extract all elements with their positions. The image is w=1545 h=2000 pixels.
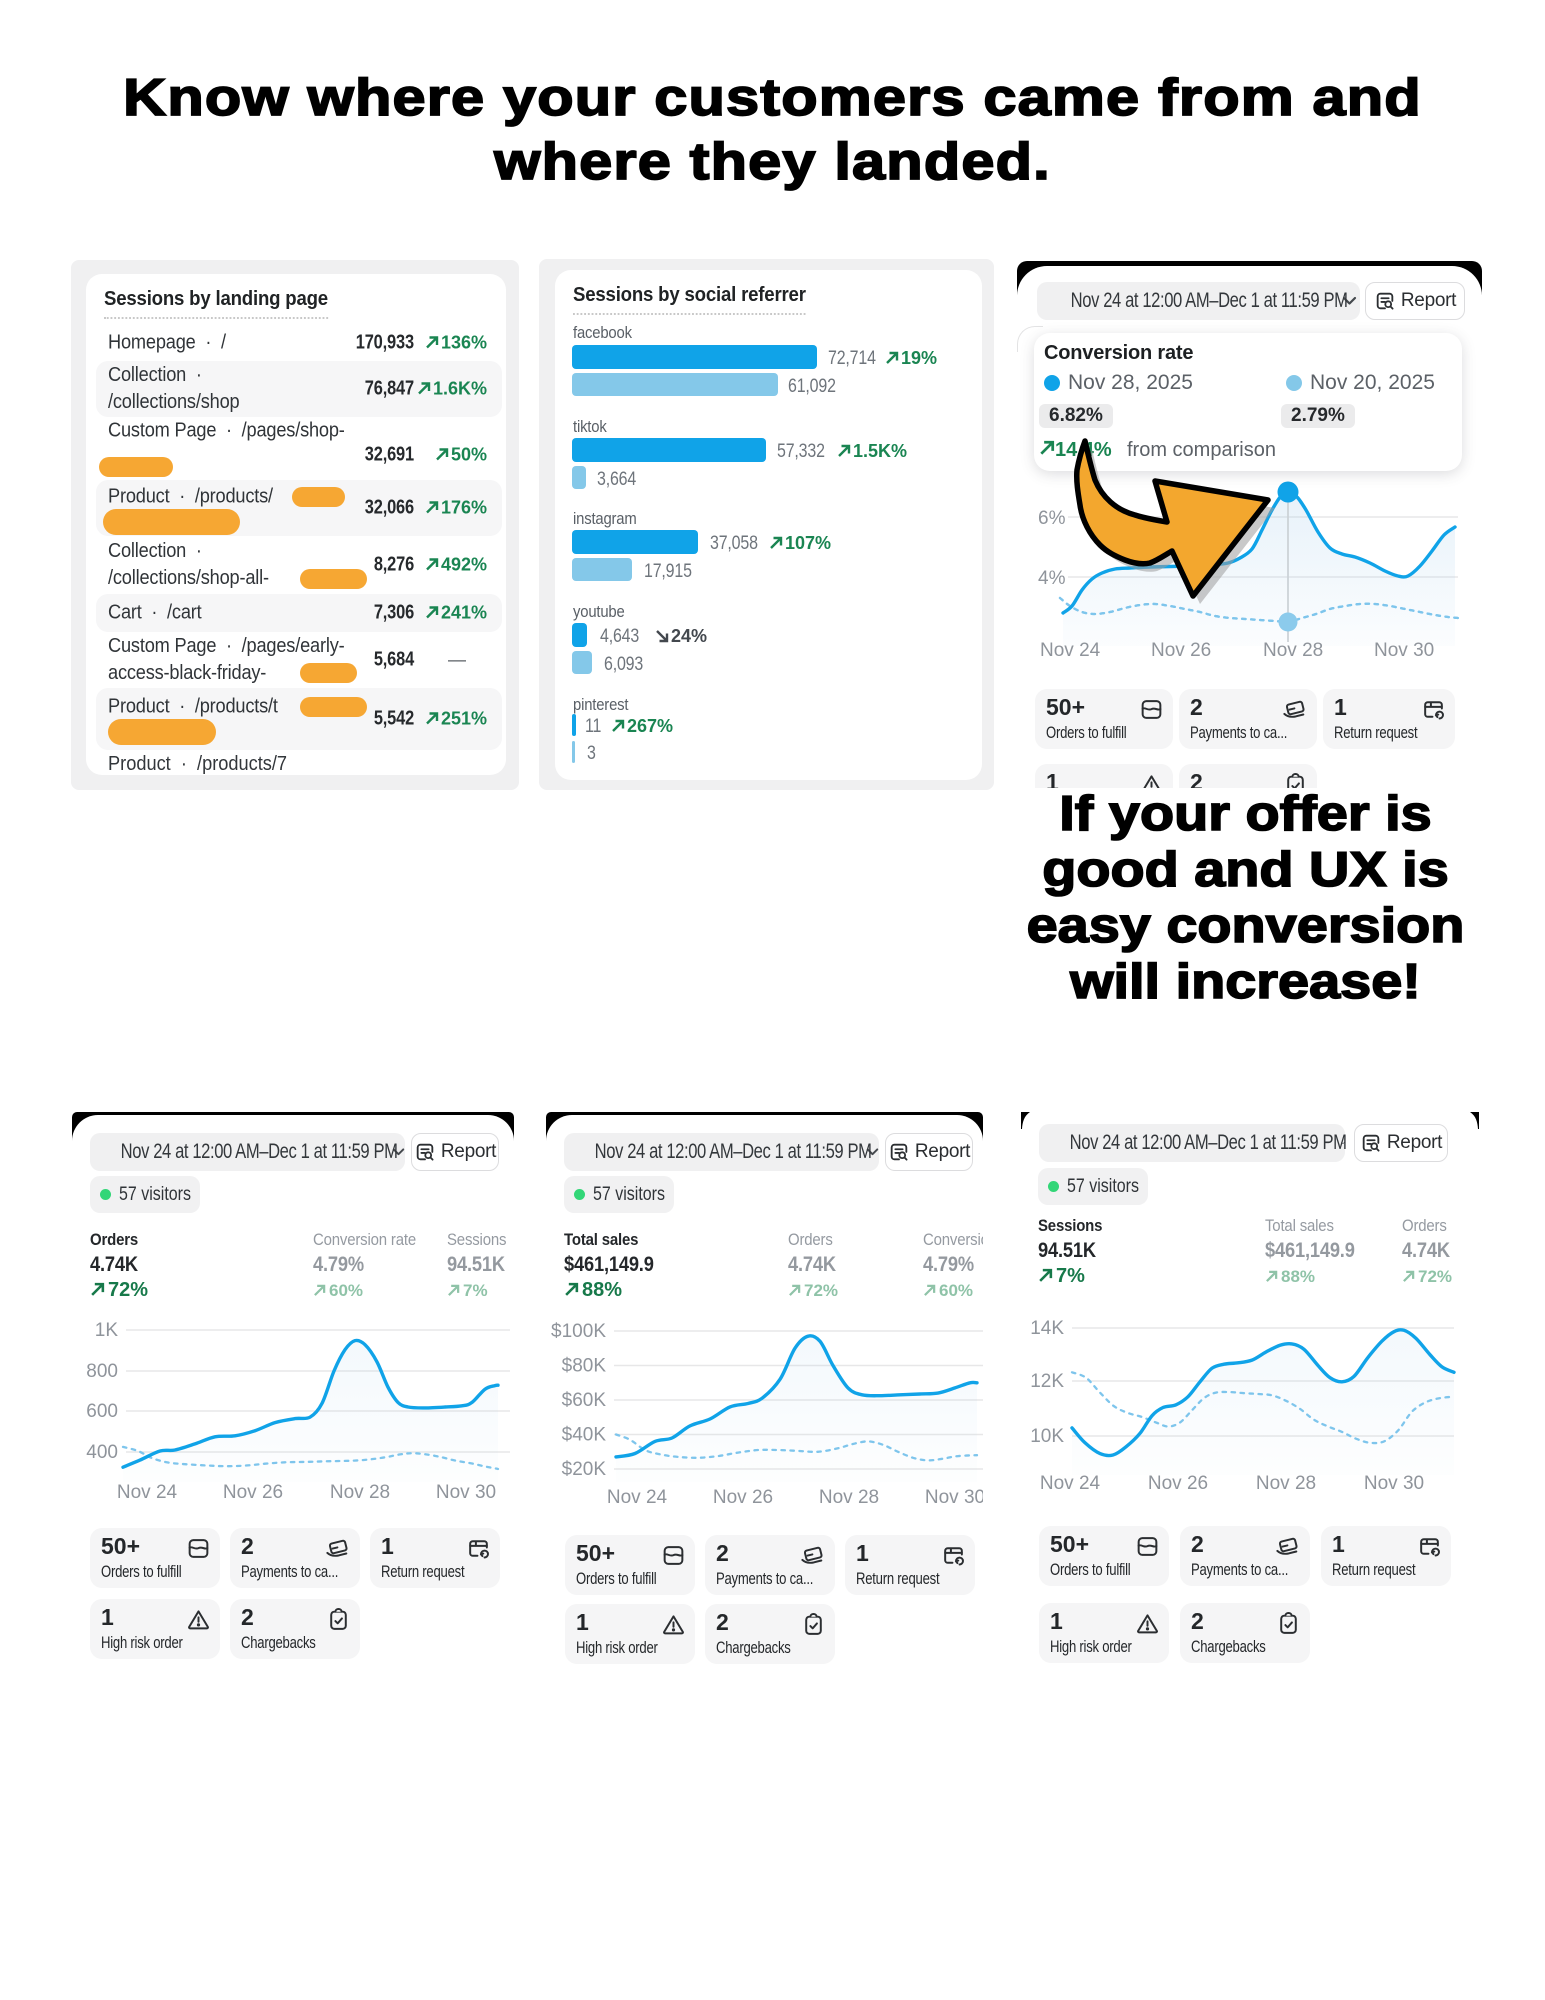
svg-text:800: 800 (86, 1361, 118, 1382)
svg-text:$60K: $60K (562, 1390, 607, 1411)
svg-text:10K: 10K (1030, 1426, 1064, 1447)
svg-text:Nov 24: Nov 24 (117, 1482, 178, 1503)
svg-text:400: 400 (86, 1442, 118, 1463)
svg-text:Nov 30: Nov 30 (925, 1487, 983, 1508)
svg-text:1K: 1K (95, 1320, 119, 1341)
svg-text:600: 600 (86, 1401, 118, 1422)
svg-text:$100K: $100K (551, 1321, 606, 1342)
svg-text:Nov 26: Nov 26 (1148, 1473, 1208, 1494)
svg-text:$80K: $80K (562, 1356, 607, 1377)
svg-text:Nov 28: Nov 28 (330, 1482, 390, 1503)
svg-text:Nov 24: Nov 24 (607, 1487, 668, 1508)
svg-text:Nov 24: Nov 24 (1040, 1473, 1101, 1494)
svg-text:Nov 30: Nov 30 (1364, 1473, 1424, 1494)
svg-text:Nov 28: Nov 28 (1256, 1473, 1316, 1494)
svg-text:14K: 14K (1030, 1318, 1064, 1339)
svg-text:12K: 12K (1030, 1371, 1064, 1392)
svg-text:$20K: $20K (562, 1459, 607, 1480)
svg-text:Nov 28: Nov 28 (819, 1487, 879, 1508)
svg-text:$40K: $40K (562, 1425, 607, 1446)
svg-text:Nov 26: Nov 26 (713, 1487, 773, 1508)
svg-text:Nov 26: Nov 26 (223, 1482, 283, 1503)
svg-text:Nov 30: Nov 30 (436, 1482, 496, 1503)
